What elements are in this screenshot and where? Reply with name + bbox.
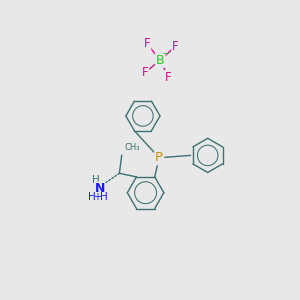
Text: N: N	[94, 182, 105, 195]
Text: +: +	[93, 192, 101, 202]
Text: H: H	[92, 176, 100, 185]
Text: H: H	[88, 192, 95, 202]
Text: P: P	[155, 151, 163, 164]
Text: H: H	[100, 192, 108, 202]
Text: F: F	[144, 38, 150, 50]
Text: CH₃: CH₃	[124, 142, 140, 152]
Text: −: −	[161, 49, 170, 59]
Text: B: B	[156, 54, 165, 67]
Text: F: F	[142, 66, 148, 79]
Text: F: F	[172, 40, 179, 52]
Text: F: F	[165, 71, 172, 84]
